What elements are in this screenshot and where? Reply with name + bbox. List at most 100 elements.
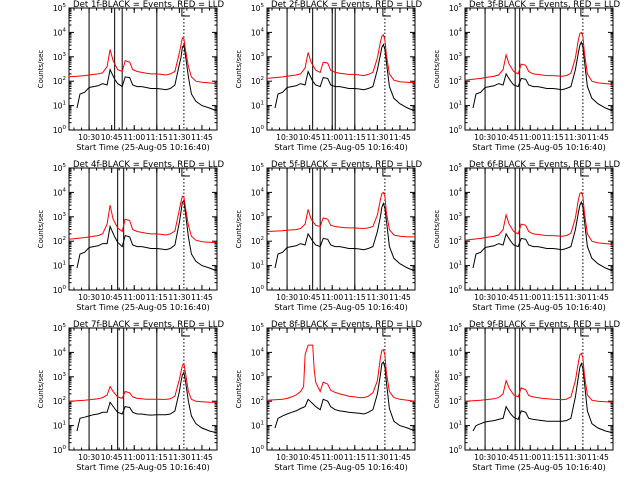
x-tick-label: 10:30 bbox=[276, 133, 298, 142]
x-tick-label: 10:45 bbox=[497, 133, 519, 142]
y-tick-exponent: 0 bbox=[63, 285, 67, 291]
x-tick-label: 11:15 bbox=[146, 133, 168, 142]
y-tick-exponent: 0 bbox=[261, 125, 265, 131]
y-tick-exponent: 4 bbox=[459, 187, 463, 193]
y-tick-label: 101 bbox=[449, 101, 462, 111]
series-line-events bbox=[76, 43, 218, 112]
y-tick-base: 10 bbox=[449, 446, 459, 455]
series-line-lld bbox=[266, 191, 415, 238]
y-tick-base: 10 bbox=[449, 286, 459, 295]
y-tick-label: 100 bbox=[251, 285, 265, 295]
y-tick-label: 103 bbox=[53, 212, 67, 222]
x-tick-label: 10:45 bbox=[299, 453, 321, 462]
y-tick-label: 104 bbox=[53, 187, 67, 197]
y-tick-label: 100 bbox=[251, 445, 265, 455]
y-tick-exponent: 1 bbox=[261, 421, 265, 427]
y-tick-base: 10 bbox=[251, 397, 261, 406]
y-tick-label: 104 bbox=[53, 347, 67, 357]
y-tick-base: 10 bbox=[251, 446, 261, 455]
x-axis-label: Start Time (25-Aug-05 10:16:40) bbox=[274, 142, 408, 152]
y-tick-label: 101 bbox=[251, 261, 264, 271]
y-tick-base: 10 bbox=[251, 53, 261, 62]
x-tick-label: 11:15 bbox=[542, 453, 564, 462]
y-tick-label: 103 bbox=[449, 52, 463, 62]
y-tick-base: 10 bbox=[449, 348, 459, 357]
flag-marker bbox=[580, 328, 589, 337]
flag-marker bbox=[580, 168, 589, 177]
chart-panel-6: Det 6f-BLACK = Events, RED = LLD10010110… bbox=[433, 160, 621, 312]
y-tick-label: 102 bbox=[53, 236, 66, 246]
y-tick-exponent: 2 bbox=[459, 76, 463, 82]
y-tick-base: 10 bbox=[53, 28, 63, 37]
y-tick-exponent: 2 bbox=[63, 236, 67, 242]
y-tick-exponent: 4 bbox=[261, 27, 265, 33]
y-tick-base: 10 bbox=[53, 126, 63, 135]
y-tick-label: 104 bbox=[251, 187, 265, 197]
y-tick-base: 10 bbox=[449, 422, 459, 431]
x-tick-label: 10:45 bbox=[299, 293, 321, 302]
y-tick-label: 103 bbox=[53, 372, 67, 382]
x-tick-label: 11:30 bbox=[168, 293, 190, 302]
flag-marker bbox=[382, 8, 391, 17]
chart-title: Det 7f-BLACK = Events, RED = LLD bbox=[73, 320, 225, 330]
y-tick-exponent: 3 bbox=[459, 52, 463, 58]
y-tick-label: 105 bbox=[53, 3, 67, 13]
x-tick-label: 11:15 bbox=[344, 453, 366, 462]
y-tick-base: 10 bbox=[251, 324, 261, 333]
y-tick-label: 103 bbox=[449, 372, 463, 382]
y-tick-exponent: 2 bbox=[261, 236, 265, 242]
y-tick-exponent: 1 bbox=[63, 261, 67, 267]
y-tick-label: 103 bbox=[251, 372, 265, 382]
series-line-events bbox=[472, 362, 614, 434]
y-tick-exponent: 3 bbox=[261, 52, 265, 58]
chart-title: Det 9f-BLACK = Events, RED = LLD bbox=[469, 320, 621, 330]
x-tick-label: 11:45 bbox=[191, 293, 213, 302]
y-tick-label: 101 bbox=[53, 261, 66, 271]
chart-title: Det 8f-BLACK = Events, RED = LLD bbox=[271, 320, 423, 330]
y-tick-base: 10 bbox=[251, 286, 261, 295]
y-tick-base: 10 bbox=[53, 188, 63, 197]
x-tick-label: 10:30 bbox=[78, 453, 100, 462]
series-line-lld bbox=[464, 352, 614, 403]
y-tick-base: 10 bbox=[251, 373, 261, 382]
x-tick-label: 11:30 bbox=[366, 293, 388, 302]
x-tick-label: 11:00 bbox=[519, 293, 541, 302]
y-tick-exponent: 0 bbox=[261, 445, 265, 451]
plot-frame bbox=[266, 327, 416, 451]
x-tick-label: 11:15 bbox=[344, 133, 366, 142]
y-tick-base: 10 bbox=[449, 262, 459, 271]
y-tick-exponent: 0 bbox=[459, 285, 463, 291]
y-tick-exponent: 2 bbox=[261, 76, 265, 82]
y-tick-base: 10 bbox=[449, 324, 459, 333]
y-tick-base: 10 bbox=[53, 164, 63, 173]
x-axis-label: Start Time (25-Aug-05 10:16:40) bbox=[472, 142, 606, 152]
y-tick-base: 10 bbox=[53, 373, 63, 382]
y-tick-label: 102 bbox=[53, 396, 66, 406]
chart-panel-9: Det 9f-BLACK = Events, RED = LLD10010110… bbox=[433, 320, 621, 472]
y-axis-label: Counts/sec bbox=[37, 370, 45, 409]
y-tick-label: 100 bbox=[251, 125, 265, 135]
x-tick-label: 11:45 bbox=[389, 293, 411, 302]
series-line-lld bbox=[464, 31, 614, 85]
y-tick-base: 10 bbox=[53, 397, 63, 406]
y-tick-label: 105 bbox=[449, 3, 463, 13]
y-tick-base: 10 bbox=[53, 237, 63, 246]
y-tick-exponent: 4 bbox=[63, 27, 67, 33]
flag-marker bbox=[181, 168, 190, 177]
x-tick-label: 10:45 bbox=[101, 133, 123, 142]
y-tick-label: 102 bbox=[251, 396, 264, 406]
y-tick-label: 105 bbox=[449, 163, 463, 173]
y-tick-label: 102 bbox=[53, 76, 66, 86]
series-line-events bbox=[76, 199, 218, 272]
y-tick-exponent: 0 bbox=[459, 445, 463, 451]
y-tick-label: 103 bbox=[53, 52, 67, 62]
y-tick-base: 10 bbox=[251, 126, 261, 135]
y-tick-base: 10 bbox=[251, 28, 261, 37]
y-tick-label: 102 bbox=[251, 76, 264, 86]
chart-title: Det 6f-BLACK = Events, RED = LLD bbox=[469, 160, 621, 170]
chart-panel-3: Det 3f-BLACK = Events, RED = LLD10010110… bbox=[433, 0, 621, 152]
y-tick-exponent: 1 bbox=[459, 101, 463, 107]
flag-marker bbox=[181, 8, 190, 17]
y-tick-base: 10 bbox=[251, 422, 261, 431]
y-tick-exponent: 3 bbox=[63, 212, 67, 218]
